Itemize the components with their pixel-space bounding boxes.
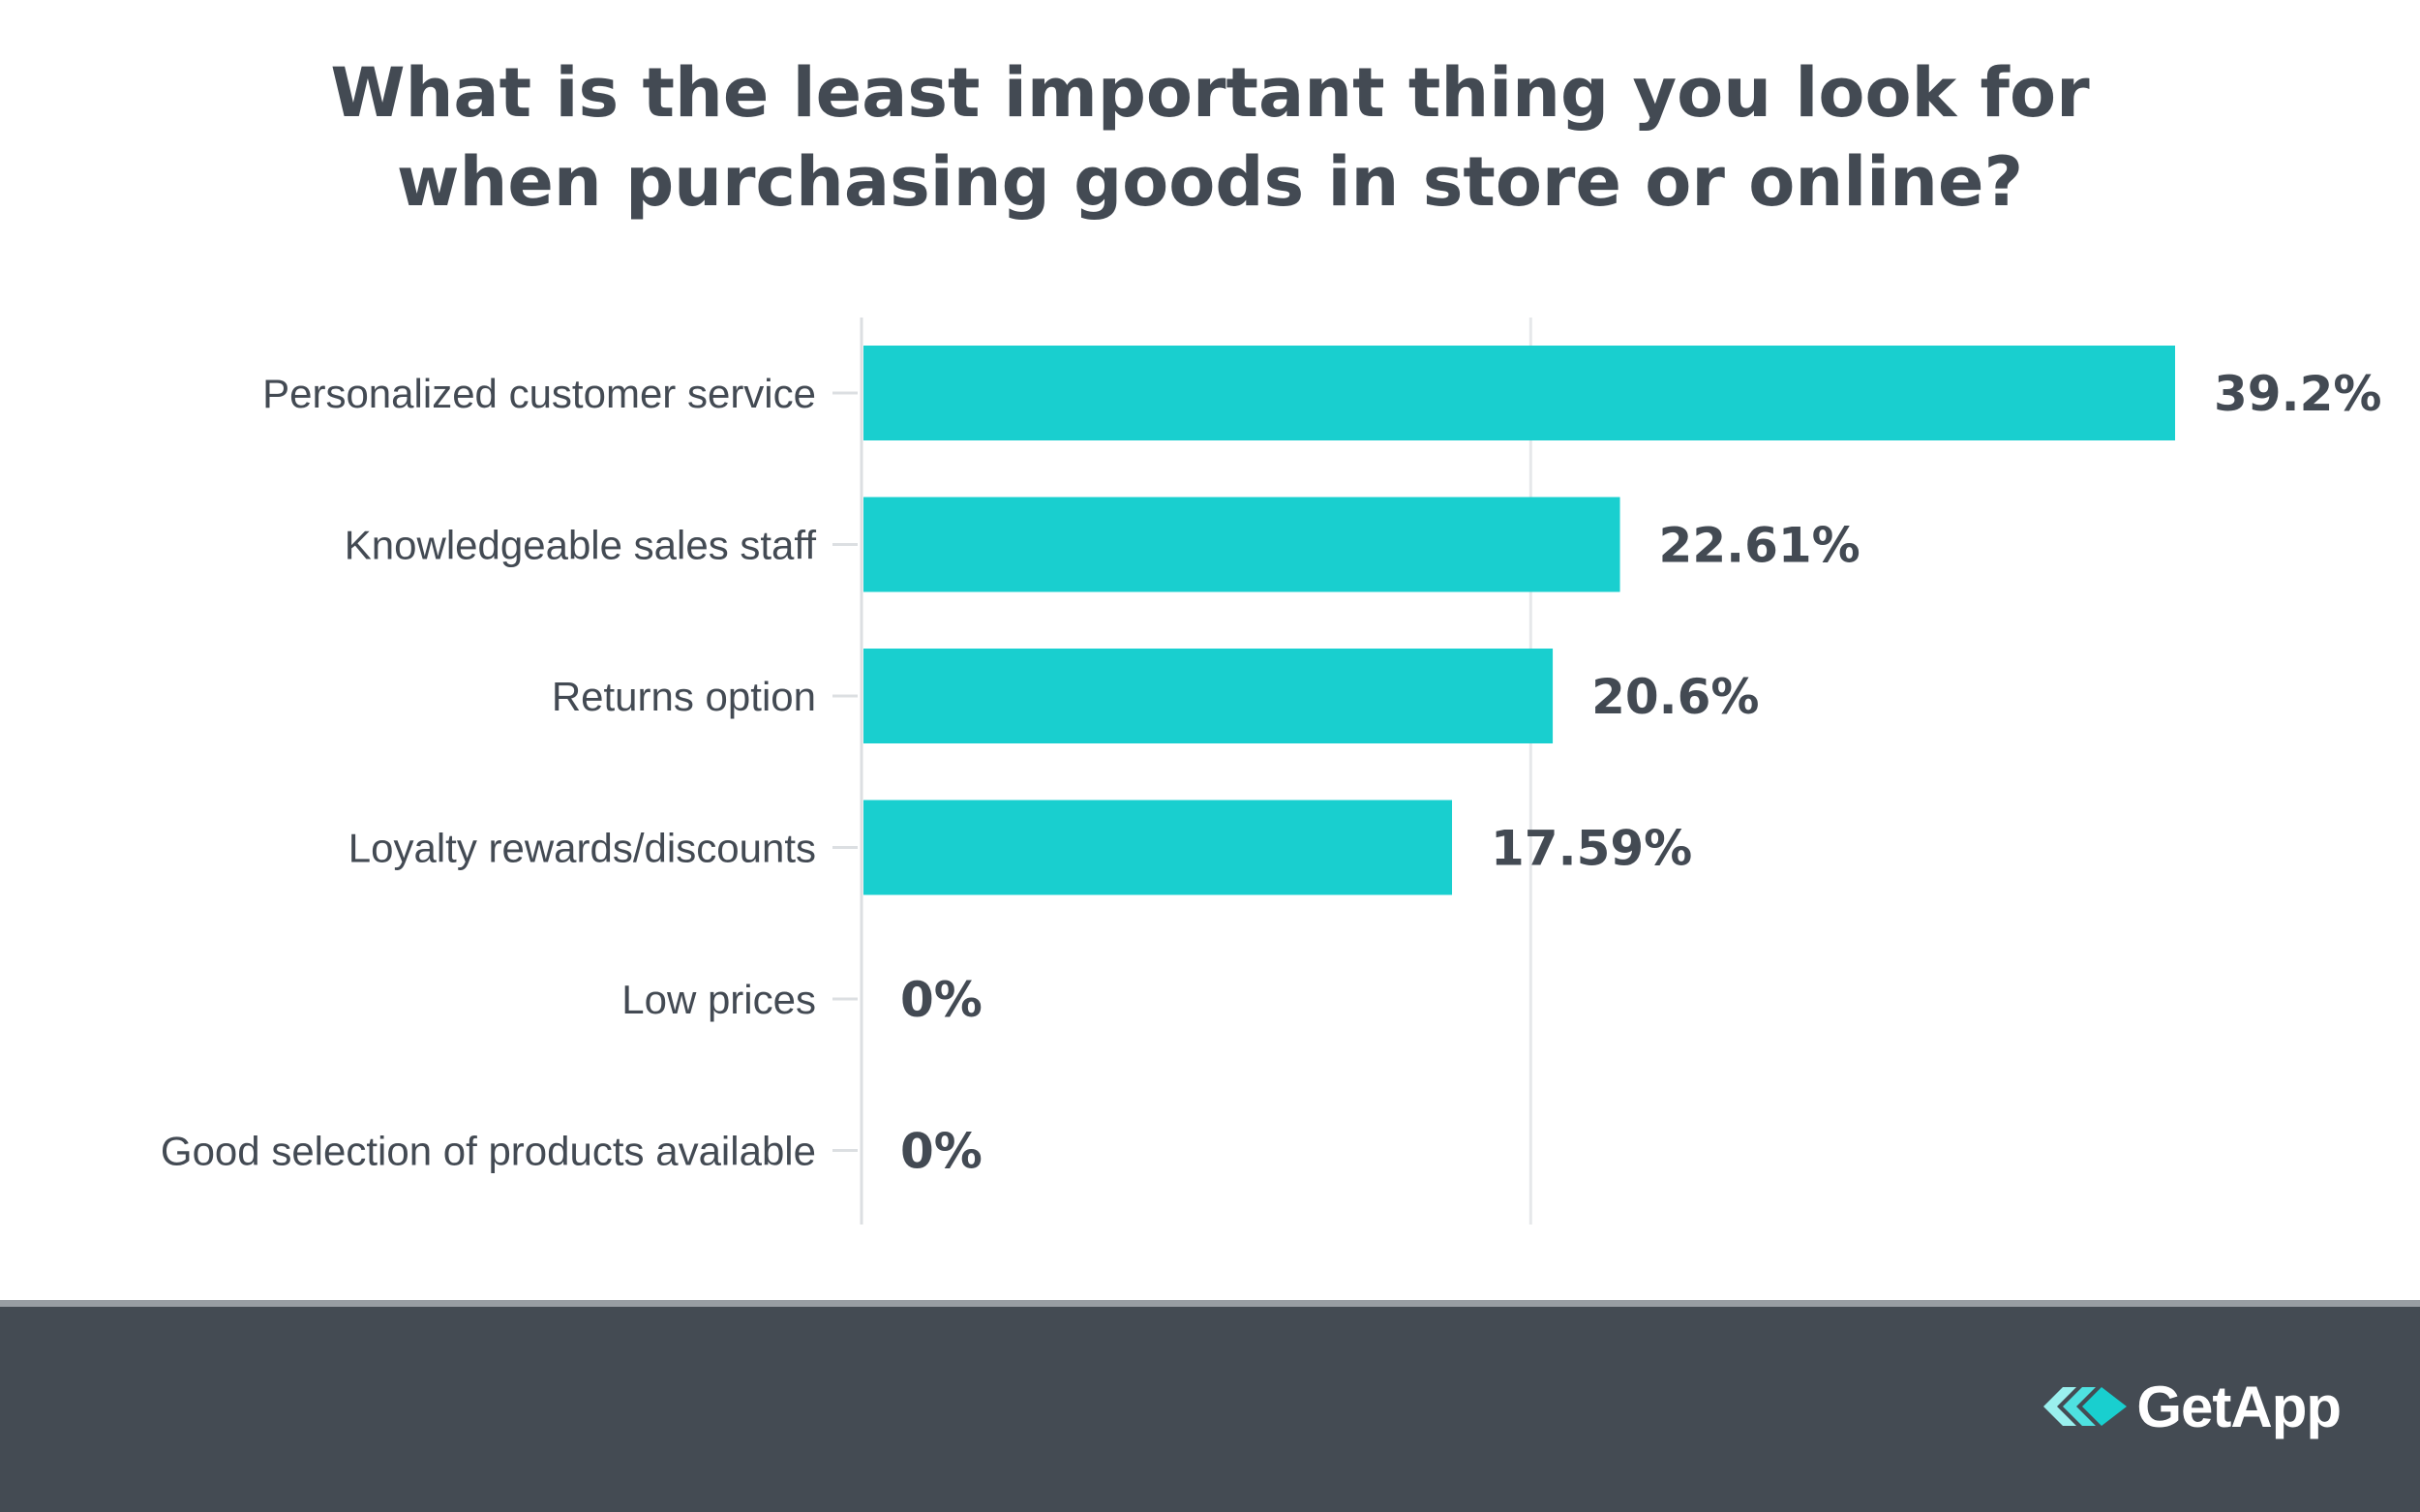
- value-label: 17.59%: [1491, 821, 1692, 877]
- category-label: Knowledgeable sales staff: [345, 523, 817, 568]
- bar: [863, 649, 1554, 743]
- brand-logo: GetApp: [2043, 1373, 2342, 1440]
- bar: [863, 497, 1620, 592]
- category-label: Personalized customer service: [262, 371, 816, 416]
- category-label: Low prices: [621, 977, 816, 1022]
- category-label: Good selection of products available: [161, 1129, 816, 1174]
- getapp-logo-icon: [2043, 1387, 2128, 1426]
- chart-title-line-1: What is the least important thing you lo…: [330, 53, 2090, 133]
- category-label: Returns option: [552, 674, 816, 719]
- brand-name: GetApp: [2136, 1374, 2342, 1439]
- value-label: 39.2%: [2214, 366, 2381, 422]
- value-label: 20.6%: [1591, 669, 1759, 725]
- value-label: 0%: [900, 972, 983, 1028]
- bar-chart: Personalized customer service 39.2% Knowle…: [161, 318, 2381, 1225]
- bar: [863, 346, 2175, 440]
- bar: [863, 800, 1453, 895]
- chart-title-line-2: when purchasing goods in store or online…: [396, 142, 2024, 222]
- category-label: Loyalty rewards/discounts: [348, 826, 816, 871]
- value-label: 22.61%: [1659, 518, 1860, 574]
- chart-title: What is the least important thing you lo…: [0, 48, 2420, 227]
- value-label: 0%: [900, 1124, 983, 1180]
- footer-bar: GetApp: [0, 1300, 2420, 1512]
